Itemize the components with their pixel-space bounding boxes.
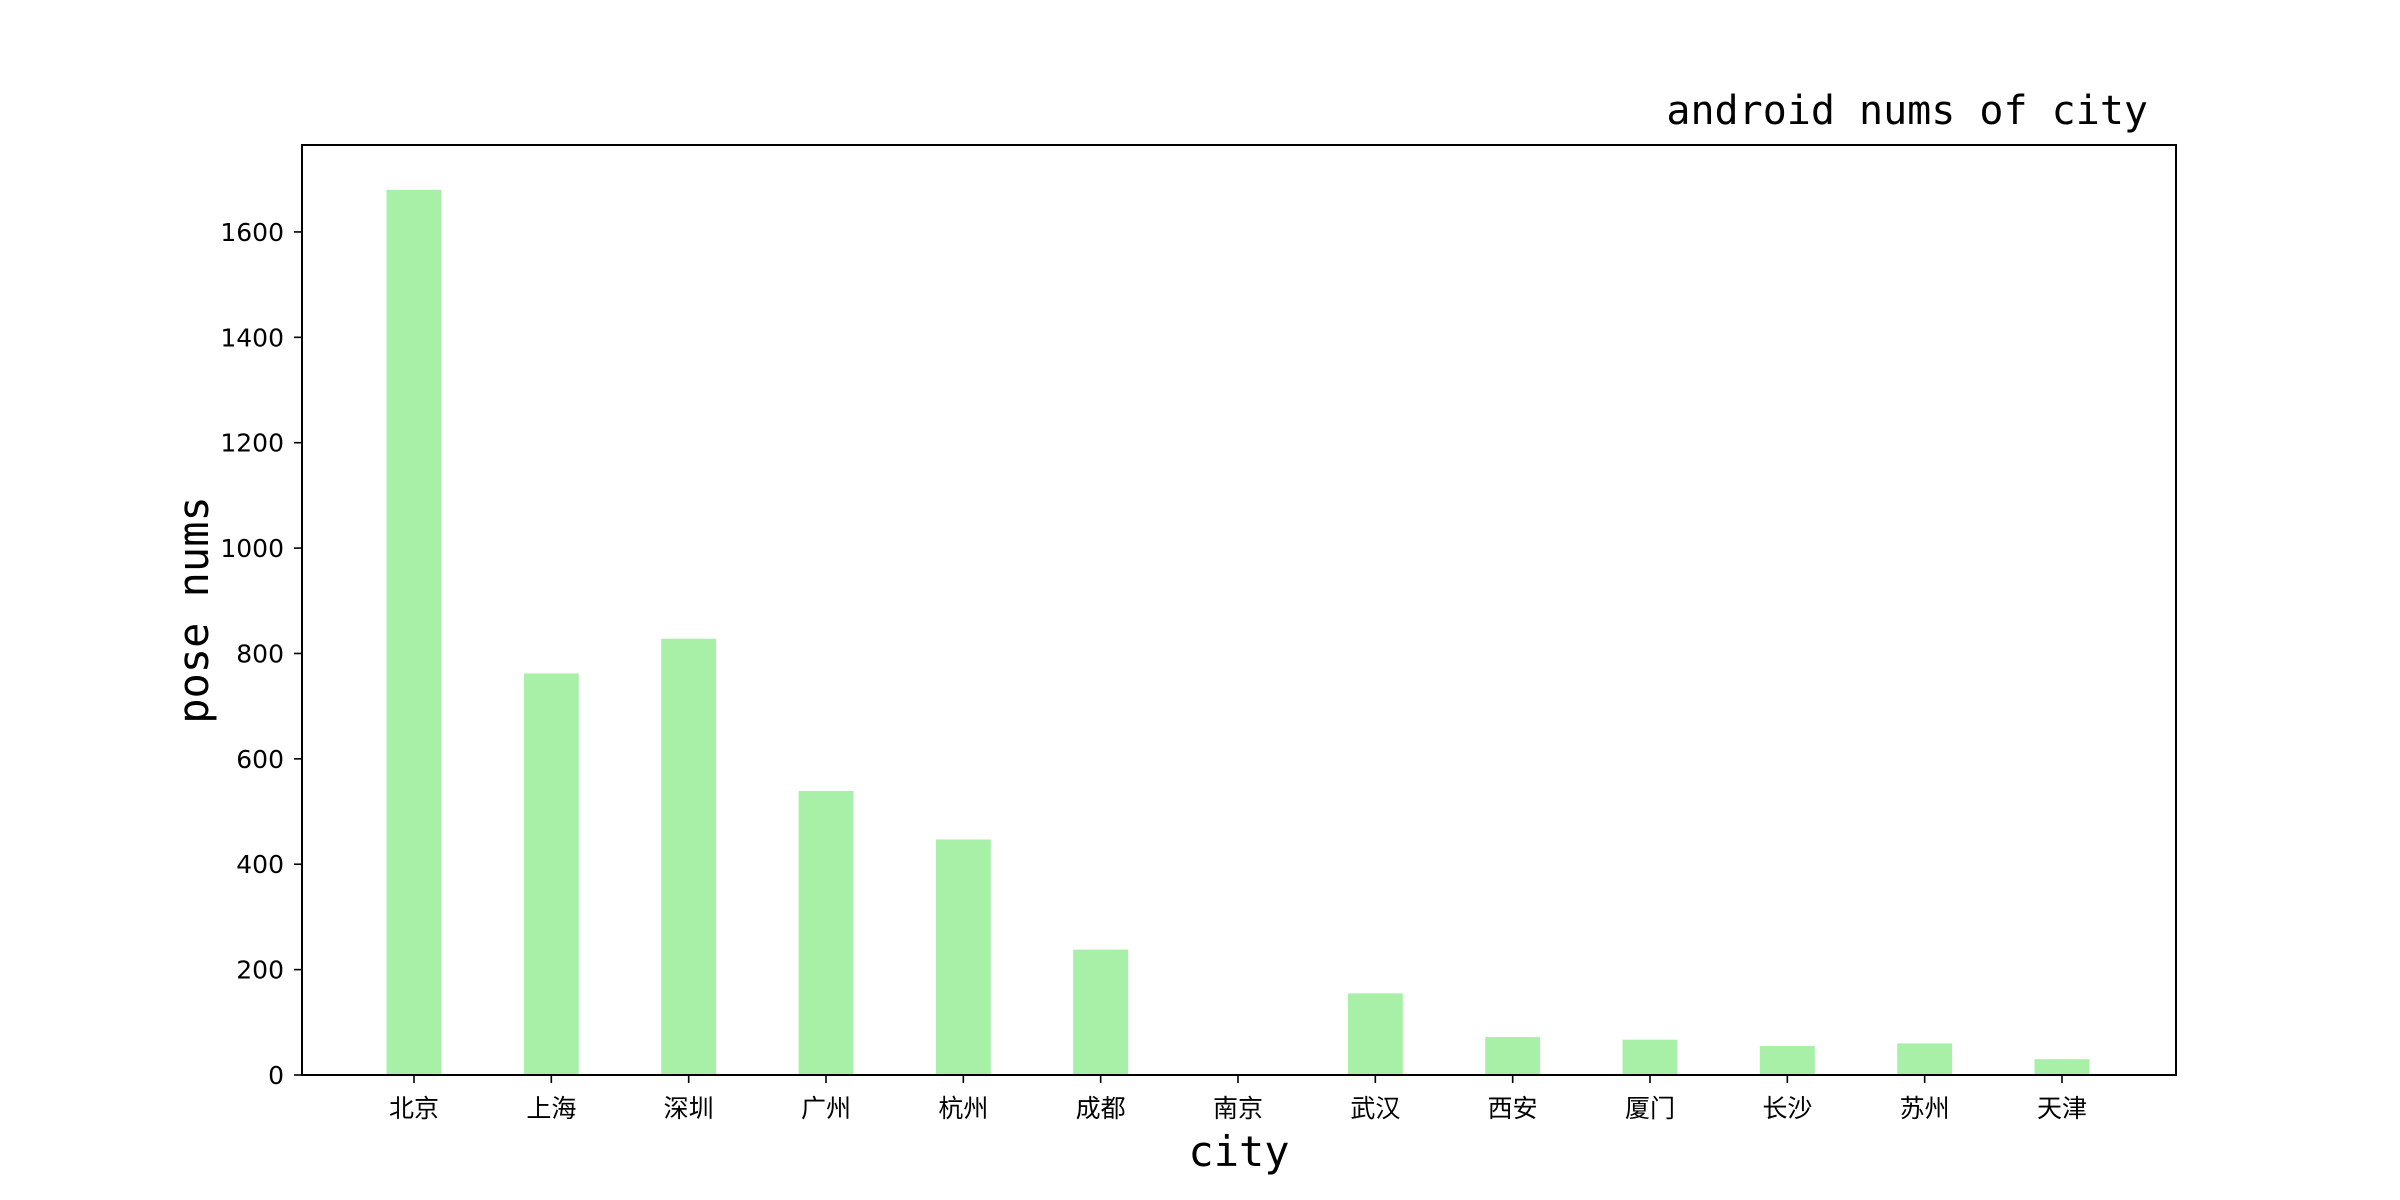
bar-9 (1485, 1037, 1541, 1075)
y-tick-label: 1400 (220, 323, 284, 352)
y-tick-label: 1600 (220, 218, 284, 247)
bars-group (386, 189, 2090, 1076)
x-tick-label: 长沙 (1762, 1094, 1812, 1123)
bar-8 (1347, 993, 1403, 1075)
x-tick-label: 上海 (526, 1094, 576, 1123)
y-axis-label: pose nums (169, 496, 218, 724)
x-tick-label: 成都 (1076, 1094, 1126, 1123)
bar-11 (1759, 1046, 1815, 1075)
x-tick-label: 厦门 (1625, 1094, 1675, 1123)
y-tick-label: 0 (268, 1061, 284, 1090)
bar-12 (1897, 1043, 1953, 1075)
x-tick-label: 苏州 (1900, 1094, 1950, 1123)
x-tick-label: 广州 (801, 1094, 851, 1123)
x-tick-label: 天津 (2037, 1094, 2087, 1123)
x-tick-label: 深圳 (664, 1094, 714, 1123)
y-tick-label: 400 (236, 850, 284, 879)
bar-5 (935, 839, 991, 1075)
bar-10 (1622, 1039, 1678, 1075)
x-axis: 北京 上海 深圳 广州 杭州 成都 南京 武汉 西安 厦门 长沙 苏州 天津 (389, 1075, 2087, 1123)
y-tick-label: 1200 (220, 429, 284, 458)
bar-4 (798, 790, 854, 1075)
x-tick-label: 北京 (389, 1094, 439, 1123)
x-tick-label: 武汉 (1350, 1094, 1400, 1123)
chart-title: android nums of city (1666, 88, 2148, 134)
plot-frame (301, 144, 2177, 1076)
bar-13 (2034, 1059, 2090, 1075)
y-tick-label: 200 (236, 956, 284, 985)
y-tick-label: 1000 (220, 534, 284, 563)
x-axis-label: city (1188, 1127, 1289, 1176)
bar-6 (1073, 949, 1129, 1075)
y-tick-label: 600 (236, 745, 284, 774)
bar-2 (523, 673, 579, 1075)
bar-1 (386, 189, 442, 1076)
bar-3 (661, 638, 717, 1075)
y-tick-label: 800 (236, 639, 284, 668)
y-axis: 0 200 400 600 800 1000 1200 1400 1600 (220, 218, 302, 1090)
x-tick-label: 杭州 (938, 1094, 988, 1123)
x-tick-label: 南京 (1213, 1094, 1263, 1123)
x-tick-label: 西安 (1488, 1094, 1538, 1123)
